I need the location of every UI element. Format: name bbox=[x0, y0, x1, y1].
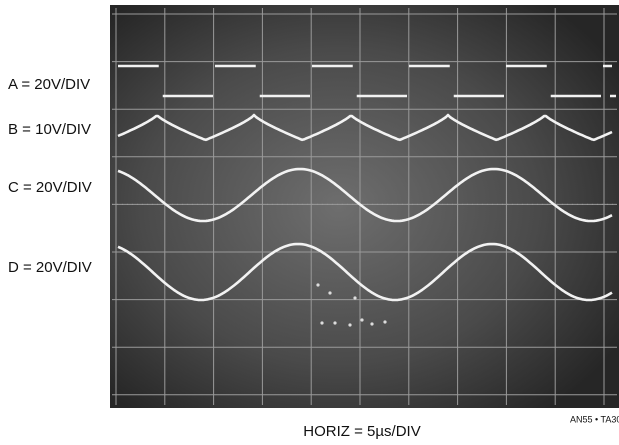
channel-label: A = 20V/DIV bbox=[8, 76, 90, 93]
artifact bbox=[370, 322, 374, 326]
artifact bbox=[316, 283, 320, 287]
artifact bbox=[383, 320, 387, 324]
artifact bbox=[320, 321, 324, 325]
channel-label: D = 20V/DIV bbox=[8, 259, 92, 276]
artifact bbox=[360, 318, 364, 322]
horizontal-scale: HORIZ = 5µs/DIV bbox=[303, 423, 420, 440]
trace-d bbox=[117, 242, 613, 302]
trace-a bbox=[118, 64, 616, 98]
traces bbox=[117, 64, 616, 327]
artifact bbox=[333, 321, 337, 325]
trace-b bbox=[117, 113, 613, 142]
artifact bbox=[348, 323, 352, 327]
trace-c bbox=[117, 167, 613, 223]
channel-label: B = 10V/DIV bbox=[8, 121, 91, 138]
channel-label: C = 20V/DIV bbox=[8, 179, 92, 196]
artifact bbox=[353, 296, 357, 300]
artifact bbox=[328, 291, 332, 295]
figure-id: AN55 • TA30 bbox=[570, 414, 619, 424]
